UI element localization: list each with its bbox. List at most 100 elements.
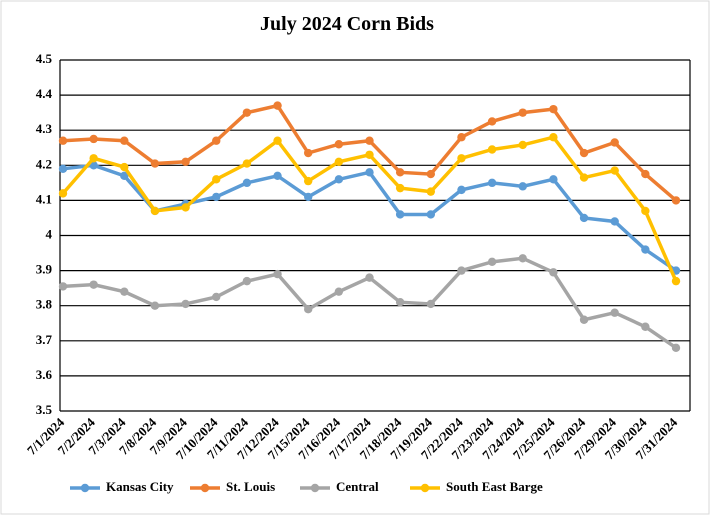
- point: [641, 169, 650, 179]
- point: [334, 157, 344, 166]
- y-tick-label: 4.4: [36, 86, 53, 101]
- point: [579, 213, 589, 223]
- y-tick-label: 3.7: [36, 332, 53, 347]
- y-tick-label: 3.8: [36, 297, 53, 312]
- point: [242, 108, 252, 117]
- point: [487, 117, 497, 126]
- point: [610, 166, 619, 175]
- point: [304, 148, 313, 158]
- point: [487, 178, 497, 188]
- y-tick-label: 3.9: [36, 262, 53, 277]
- point: [334, 175, 344, 184]
- point: [273, 269, 282, 279]
- point: [242, 159, 252, 168]
- point: [641, 206, 650, 216]
- point: [549, 104, 558, 114]
- point: [273, 101, 282, 110]
- point: [610, 138, 619, 147]
- point: [212, 136, 221, 145]
- legend-label: Central: [336, 479, 379, 494]
- chart-title: July 2024 Corn Bids: [260, 13, 434, 35]
- point: [242, 276, 252, 286]
- point: [365, 273, 374, 282]
- legend-label: St. Louis: [226, 479, 275, 494]
- point: [273, 171, 282, 181]
- point: [426, 210, 435, 219]
- point: [334, 140, 344, 149]
- point: [365, 136, 374, 145]
- point: [58, 189, 68, 198]
- legend-marker: [200, 483, 210, 493]
- point: [58, 136, 68, 145]
- point: [518, 108, 527, 117]
- point: [671, 196, 681, 205]
- point: [212, 292, 221, 302]
- point: [304, 192, 313, 202]
- point: [579, 173, 589, 182]
- point: [242, 178, 252, 188]
- y-tick-label: 4.1: [36, 191, 52, 206]
- point: [641, 322, 650, 331]
- point: [181, 157, 190, 166]
- y-tick-label: 3.5: [36, 402, 53, 417]
- point: [549, 268, 558, 277]
- point: [304, 305, 313, 314]
- point: [641, 245, 650, 254]
- y-tick-label: 4.3: [36, 121, 53, 136]
- point: [120, 136, 129, 145]
- point: [610, 308, 619, 317]
- point: [395, 297, 405, 307]
- point: [487, 145, 497, 154]
- point: [395, 210, 405, 219]
- point: [610, 217, 619, 226]
- point: [518, 254, 527, 263]
- legend-marker: [310, 483, 320, 493]
- point: [181, 203, 190, 212]
- point: [549, 175, 558, 184]
- point: [395, 168, 405, 177]
- point: [426, 187, 435, 196]
- point: [150, 206, 160, 216]
- point: [671, 343, 681, 353]
- legend-label: South East Barge: [446, 479, 543, 494]
- point: [395, 183, 405, 193]
- y-tick-label: 4: [46, 226, 53, 241]
- point: [120, 287, 129, 296]
- point: [457, 185, 466, 195]
- point: [120, 171, 129, 181]
- point: [457, 266, 466, 275]
- point: [518, 182, 527, 191]
- legend-marker: [80, 483, 90, 493]
- point: [150, 301, 160, 310]
- point: [181, 299, 190, 309]
- legend-marker: [420, 483, 430, 493]
- point: [89, 134, 98, 144]
- point: [89, 154, 98, 163]
- point: [212, 192, 221, 202]
- point: [579, 315, 589, 324]
- point: [487, 257, 497, 267]
- point: [120, 162, 129, 172]
- point: [150, 159, 160, 168]
- point: [426, 299, 435, 309]
- point: [334, 287, 344, 296]
- point: [212, 175, 221, 184]
- point: [58, 282, 68, 291]
- point: [365, 150, 374, 159]
- y-tick-label: 4.5: [36, 51, 53, 66]
- point: [457, 154, 466, 163]
- y-tick-label: 4.2: [36, 156, 52, 171]
- point: [58, 164, 68, 174]
- point: [518, 140, 527, 150]
- point: [457, 133, 466, 142]
- point: [549, 133, 558, 142]
- point: [579, 148, 589, 158]
- y-tick-label: 3.6: [36, 367, 53, 382]
- point: [365, 168, 374, 177]
- point: [273, 136, 282, 145]
- legend-label: Kansas City: [106, 479, 174, 494]
- point: [89, 280, 98, 289]
- point: [671, 276, 681, 286]
